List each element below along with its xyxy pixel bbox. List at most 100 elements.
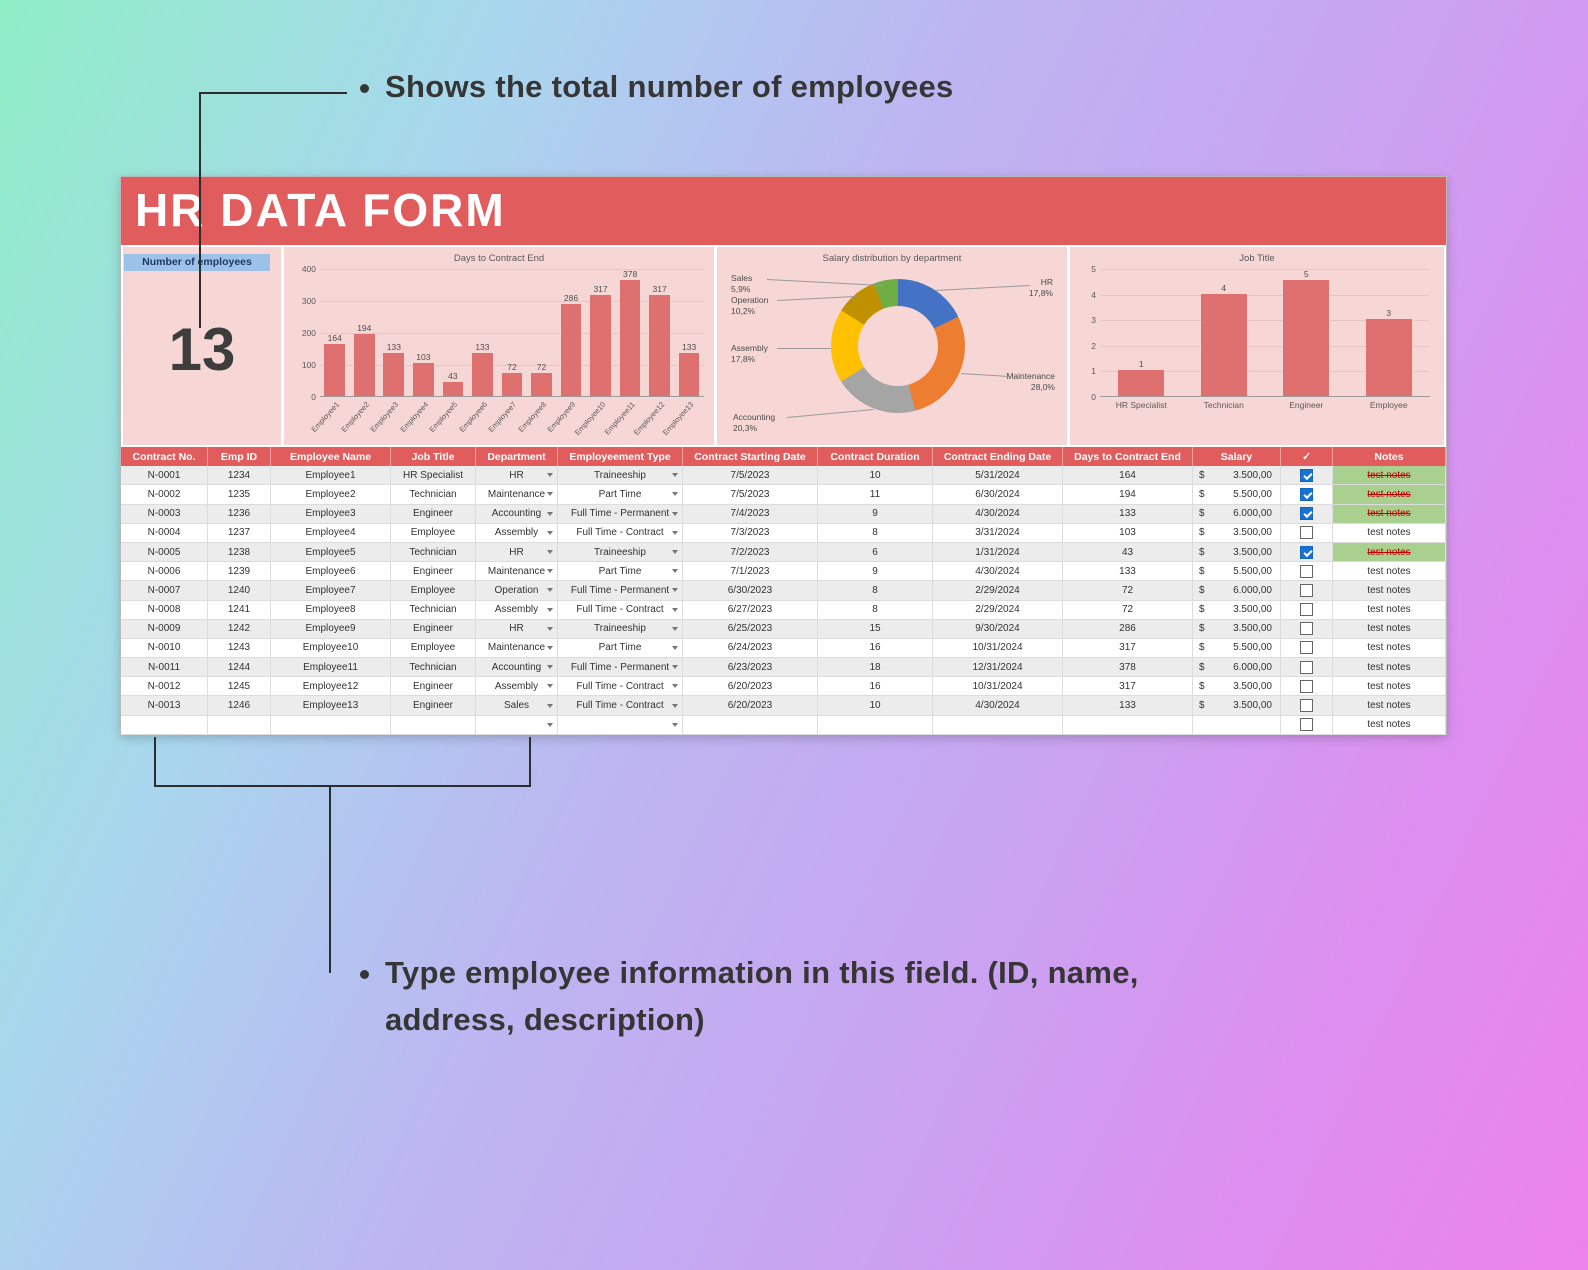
dropdown-arrow-icon[interactable] (547, 550, 553, 555)
cell-contract-end-date[interactable]: 2/29/2024 (933, 581, 1063, 601)
cell-checkbox[interactable] (1281, 600, 1333, 620)
cell-department[interactable]: HR (476, 542, 558, 563)
cell-contract-duration[interactable]: 8 (818, 600, 933, 620)
cell-department[interactable]: Maintenance (476, 638, 558, 659)
cell-emp-id[interactable]: 1241 (208, 600, 271, 620)
cell-department[interactable]: Assembly (476, 523, 558, 543)
cell-days-to-contract-end[interactable]: 103 (1063, 523, 1193, 543)
row-checkbox[interactable] (1300, 660, 1313, 674)
cell-notes[interactable]: test notes (1333, 542, 1446, 563)
cell-notes[interactable]: test notes (1333, 638, 1446, 659)
cell-department[interactable]: Maintenance (476, 485, 558, 505)
row-checkbox[interactable] (1300, 603, 1313, 617)
row-checkbox[interactable] (1300, 583, 1313, 597)
cell-contract-duration[interactable]: 10 (818, 696, 933, 716)
cell-salary[interactable]: $3.500,00 (1193, 696, 1281, 716)
cell-employment-type[interactable]: Part Time (558, 562, 683, 582)
cell-emp-id[interactable]: 1240 (208, 581, 271, 601)
cell-job-title[interactable]: Engineer (391, 696, 476, 716)
dropdown-arrow-icon[interactable] (672, 530, 678, 535)
dropdown-arrow-icon[interactable] (547, 684, 553, 689)
cell-emp-id[interactable]: 1243 (208, 638, 271, 659)
cell-days-to-contract-end[interactable]: 133 (1063, 562, 1193, 582)
cell-employment-type[interactable]: Full Time - Contract (558, 523, 683, 543)
cell-job-title[interactable]: Technician (391, 658, 476, 678)
dropdown-arrow-icon[interactable] (672, 550, 678, 555)
cell-salary[interactable]: $6.000,00 (1193, 504, 1281, 524)
dropdown-arrow-icon[interactable] (672, 665, 678, 670)
cell-employment-type[interactable]: Part Time (558, 638, 683, 659)
cell-contract-end-date[interactable]: 9/30/2024 (933, 619, 1063, 639)
dropdown-arrow-icon[interactable] (672, 492, 678, 497)
cell-notes[interactable]: test notes (1333, 715, 1446, 735)
cell-employment-type[interactable]: Full Time - Contract (558, 600, 683, 620)
cell-contract-duration[interactable]: 8 (818, 581, 933, 601)
cell-notes[interactable]: test notes (1333, 504, 1446, 524)
cell-contract-end-date[interactable]: 10/31/2024 (933, 677, 1063, 697)
cell-department[interactable]: Accounting (476, 504, 558, 524)
cell-salary[interactable] (1193, 715, 1281, 735)
cell-contract-duration[interactable]: 9 (818, 562, 933, 582)
cell-contract-duration[interactable]: 15 (818, 619, 933, 639)
cell-contract-start-date[interactable]: 7/5/2023 (683, 485, 818, 505)
cell-department[interactable]: HR (476, 619, 558, 639)
dropdown-arrow-icon[interactable] (672, 473, 678, 478)
cell-salary[interactable]: $3.500,00 (1193, 466, 1281, 486)
cell-days-to-contract-end[interactable]: 286 (1063, 619, 1193, 639)
row-checkbox[interactable] (1300, 526, 1313, 540)
cell-notes[interactable]: test notes (1333, 619, 1446, 639)
cell-contract-start-date[interactable] (683, 715, 818, 735)
cell-checkbox[interactable] (1281, 619, 1333, 639)
dropdown-arrow-icon[interactable] (547, 473, 553, 478)
cell-contract-start-date[interactable]: 7/3/2023 (683, 523, 818, 543)
cell-contract-end-date[interactable]: 2/29/2024 (933, 600, 1063, 620)
cell-days-to-contract-end[interactable]: 43 (1063, 542, 1193, 563)
cell-contract-end-date[interactable]: 4/30/2024 (933, 696, 1063, 716)
dropdown-arrow-icon[interactable] (547, 588, 553, 593)
row-checkbox[interactable] (1300, 468, 1313, 482)
cell-contract-end-date[interactable]: 3/31/2024 (933, 523, 1063, 543)
cell-emp-id[interactable]: 1238 (208, 542, 271, 563)
cell-contract-no[interactable]: N-0006 (121, 562, 208, 582)
cell-department[interactable]: HR (476, 466, 558, 486)
cell-notes[interactable]: test notes (1333, 485, 1446, 505)
dropdown-arrow-icon[interactable] (672, 703, 678, 708)
cell-job-title[interactable]: Employee (391, 523, 476, 543)
cell-notes[interactable]: test notes (1333, 658, 1446, 678)
cell-job-title[interactable]: Engineer (391, 677, 476, 697)
cell-notes[interactable]: test notes (1333, 562, 1446, 582)
cell-contract-start-date[interactable]: 6/23/2023 (683, 658, 818, 678)
cell-contract-start-date[interactable]: 6/20/2023 (683, 696, 818, 716)
cell-emp-id[interactable]: 1245 (208, 677, 271, 697)
cell-contract-start-date[interactable]: 6/27/2023 (683, 600, 818, 620)
cell-salary[interactable]: $3.500,00 (1193, 600, 1281, 620)
cell-checkbox[interactable] (1281, 696, 1333, 716)
dropdown-arrow-icon[interactable] (672, 722, 678, 727)
cell-days-to-contract-end[interactable]: 72 (1063, 600, 1193, 620)
cell-employment-type[interactable]: Full Time - Contract (558, 696, 683, 716)
cell-employee-name[interactable]: Employee12 (271, 677, 391, 697)
cell-contract-start-date[interactable]: 6/25/2023 (683, 619, 818, 639)
dropdown-arrow-icon[interactable] (547, 703, 553, 708)
dropdown-arrow-icon[interactable] (672, 569, 678, 574)
cell-job-title[interactable]: Technician (391, 600, 476, 620)
cell-contract-end-date[interactable]: 10/31/2024 (933, 638, 1063, 659)
cell-contract-no[interactable]: N-0007 (121, 581, 208, 601)
cell-emp-id[interactable]: 1237 (208, 523, 271, 543)
cell-job-title[interactable]: Technician (391, 485, 476, 505)
cell-employee-name[interactable]: Employee9 (271, 619, 391, 639)
cell-contract-no[interactable]: N-0003 (121, 504, 208, 524)
cell-emp-id[interactable]: 1244 (208, 658, 271, 678)
cell-employee-name[interactable]: Employee2 (271, 485, 391, 505)
cell-job-title[interactable]: Engineer (391, 619, 476, 639)
cell-contract-duration[interactable]: 6 (818, 542, 933, 563)
cell-employment-type[interactable]: Full Time - Permanent (558, 504, 683, 524)
cell-salary[interactable]: $3.500,00 (1193, 523, 1281, 543)
cell-contract-duration[interactable]: 16 (818, 677, 933, 697)
cell-checkbox[interactable] (1281, 523, 1333, 543)
cell-job-title[interactable]: HR Specialist (391, 466, 476, 486)
cell-job-title[interactable]: Engineer (391, 562, 476, 582)
cell-contract-start-date[interactable]: 6/20/2023 (683, 677, 818, 697)
cell-notes[interactable]: test notes (1333, 696, 1446, 716)
cell-contract-no[interactable]: N-0002 (121, 485, 208, 505)
